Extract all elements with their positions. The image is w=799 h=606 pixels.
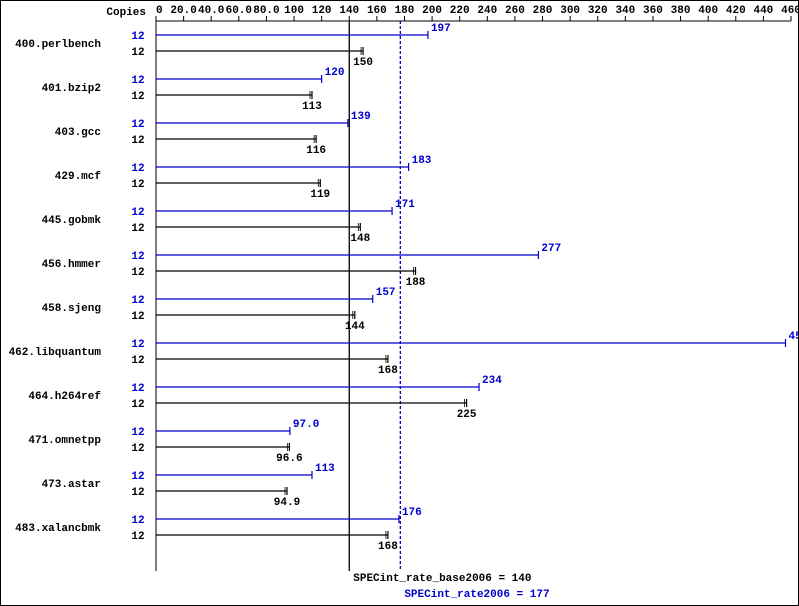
axis-tick-label: 420: [726, 5, 746, 17]
axis-tick-label: 260: [505, 5, 525, 17]
peak-value: 97.0: [293, 419, 319, 431]
axis-tick-label: 300: [560, 5, 580, 17]
peak-value: 183: [412, 155, 432, 167]
base-value: 96.6: [276, 453, 302, 465]
benchmark-name: 401.bzip2: [42, 83, 101, 95]
axis-tick-label: 220: [450, 5, 470, 17]
axis-tick-label: 60.0: [226, 5, 252, 17]
axis-tick-label: 460: [781, 5, 799, 17]
benchmark-name: 400.perlbench: [15, 39, 101, 51]
benchmark-name: 458.sjeng: [42, 303, 101, 315]
copies-base: 12: [131, 311, 144, 323]
axis-tick-label: 40.0: [198, 5, 224, 17]
peak-value: 197: [431, 23, 451, 35]
axis-tick-label: 100: [284, 5, 304, 17]
copies-peak: 12: [131, 75, 144, 87]
axis-tick-label: 440: [753, 5, 773, 17]
base-value: 116: [306, 145, 326, 157]
copies-peak: 12: [131, 515, 144, 527]
peak-value: 120: [325, 67, 345, 79]
base-value: 144: [345, 321, 365, 333]
copies-peak: 12: [131, 31, 144, 43]
benchmark-name: 403.gcc: [55, 127, 101, 139]
copies-base: 12: [131, 267, 144, 279]
copies-peak: 12: [131, 383, 144, 395]
copies-base: 12: [131, 91, 144, 103]
copies-base: 12: [131, 223, 144, 235]
peak-value: 277: [541, 243, 561, 255]
copies-peak: 12: [131, 207, 144, 219]
axis-tick-label: 240: [477, 5, 497, 17]
copies-peak: 12: [131, 427, 144, 439]
base-value: 168: [378, 541, 398, 553]
peak-value: 139: [351, 111, 371, 123]
copies-base: 12: [131, 355, 144, 367]
copies-peak: 12: [131, 163, 144, 175]
copies-base: 12: [131, 443, 144, 455]
benchmark-name: 456.hmmer: [42, 259, 101, 271]
axis-tick-label: 120: [312, 5, 332, 17]
base-value: 94.9: [274, 497, 300, 509]
benchmark-name: 483.xalancbmk: [15, 523, 101, 535]
peak-value: 171: [395, 199, 415, 211]
copies-base: 12: [131, 487, 144, 499]
axis-tick-label: 340: [615, 5, 635, 17]
peak-value: 113: [315, 463, 335, 475]
axis-tick-label: 20.0: [170, 5, 196, 17]
base-value: 150: [353, 57, 373, 69]
peak-value: 176: [402, 507, 422, 519]
axis-tick-label: 140: [339, 5, 359, 17]
peak-value: 456: [788, 331, 799, 343]
reference-line-label: SPECint_rate_base2006 = 140: [353, 573, 531, 585]
axis-tick-label: 0: [156, 5, 163, 17]
benchmark-name: 429.mcf: [55, 171, 102, 183]
axis-tick-label: 200: [422, 5, 442, 17]
base-value: 188: [406, 277, 426, 289]
copies-peak: 12: [131, 251, 144, 263]
reference-line-label: SPECint_rate2006 = 177: [404, 589, 549, 601]
copies-peak: 12: [131, 295, 144, 307]
spec-rate-chart: Copies 0 20.040.060.080.0 100 120 140 160 180 20…: [0, 0, 799, 606]
copies-peak: 12: [131, 471, 144, 483]
copies-peak: 12: [131, 119, 144, 131]
benchmark-name: 464.h264ref: [28, 391, 101, 403]
base-value: 119: [310, 189, 330, 201]
axis-tick-label: 280: [533, 5, 553, 17]
copies-base: 12: [131, 399, 144, 411]
base-value: 168: [378, 365, 398, 377]
axis-tick-label: 380: [671, 5, 691, 17]
benchmark-name: 462.libquantum: [9, 347, 102, 359]
base-value: 148: [350, 233, 370, 245]
benchmark-name: 473.astar: [42, 479, 101, 491]
peak-value: 234: [482, 375, 502, 387]
peak-value: 157: [376, 287, 396, 299]
copies-base: 12: [131, 47, 144, 59]
axis-tick-label: 400: [698, 5, 718, 17]
copies-peak: 12: [131, 339, 144, 351]
copies-base: 12: [131, 179, 144, 191]
base-value: 225: [457, 409, 477, 421]
base-value: 113: [302, 101, 322, 113]
copies-header: Copies: [106, 7, 146, 19]
copies-base: 12: [131, 135, 144, 147]
axis-tick-label: 320: [588, 5, 608, 17]
axis-tick-label: 80.0: [253, 5, 279, 17]
axis-tick-label: 360: [643, 5, 663, 17]
axis-tick-label: 160: [367, 5, 387, 17]
benchmark-name: 445.gobmk: [42, 215, 102, 227]
benchmark-name: 471.omnetpp: [28, 435, 101, 447]
copies-base: 12: [131, 531, 144, 543]
axis-tick-label: 180: [395, 5, 415, 17]
